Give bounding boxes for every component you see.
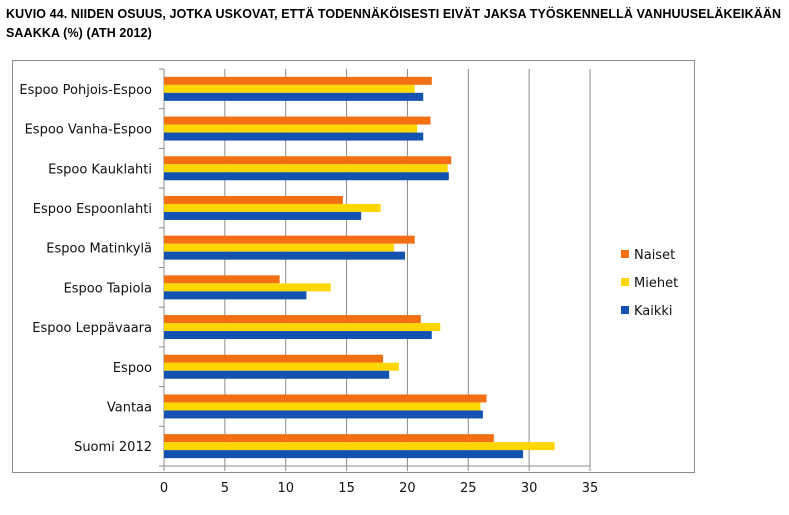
bar-naiset-5 (164, 235, 415, 244)
bar-miehet-2 (164, 124, 418, 133)
category-label: Espoo Matinkylä (46, 242, 152, 257)
legend-swatch-kaikki (621, 306, 629, 314)
bar-naiset-6 (164, 275, 280, 284)
category-label: Espoo Vanha-Espoo (25, 123, 152, 138)
category-label: Espoo Kauklahti (48, 162, 152, 177)
bar-kaikki-5 (164, 251, 405, 260)
bar-kaikki-3 (164, 172, 449, 181)
bar-naiset-7 (164, 315, 421, 324)
legend-label-kaikki: Kaikki (634, 304, 673, 319)
bar-naiset-10 (164, 434, 494, 443)
bar-kaikki-1 (164, 92, 424, 101)
bar-miehet-5 (164, 243, 395, 252)
category-label: Espoo Leppävaara (32, 321, 152, 336)
bar-miehet-9 (164, 402, 481, 411)
x-tick-label: 25 (460, 481, 477, 496)
legend-swatch-naiset (621, 250, 629, 258)
bar-naiset-1 (164, 76, 432, 85)
bar-miehet-7 (164, 323, 441, 332)
chart-title: KUVIO 44. NIIDEN OSUUS, JOTKA USKOVAT, E… (6, 7, 782, 40)
bar-naiset-2 (164, 116, 431, 125)
x-tick-label: 10 (277, 481, 294, 496)
legend-label-naiset: Naiset (634, 248, 675, 263)
bar-miehet-10 (164, 442, 555, 451)
bar-miehet-3 (164, 164, 448, 173)
x-tick-label: 20 (399, 481, 416, 496)
category-label: Espoo Tapiola (64, 281, 152, 296)
bar-kaikki-4 (164, 211, 362, 220)
category-label: Vantaa (107, 400, 152, 415)
bar-kaikki-7 (164, 331, 432, 340)
category-label: Espoo (113, 361, 152, 376)
bar-miehet-1 (164, 84, 415, 93)
bar-naiset-9 (164, 394, 487, 403)
bar-naiset-8 (164, 354, 384, 363)
x-tick-label: 35 (582, 481, 599, 496)
bar-kaikki-8 (164, 370, 390, 379)
bar-kaikki-9 (164, 410, 483, 419)
x-tick-label: 0 (160, 481, 168, 496)
bar-kaikki-6 (164, 291, 307, 300)
bar-naiset-3 (164, 156, 452, 165)
category-label: Espoo Espoonlahti (33, 202, 152, 217)
bar-naiset-4 (164, 195, 343, 204)
bar-miehet-8 (164, 362, 399, 371)
category-label: Espoo Pohjois-Espoo (19, 83, 152, 98)
bar-kaikki-2 (164, 132, 424, 141)
legend-label-miehet: Miehet (634, 276, 678, 291)
category-label: Suomi 2012 (74, 440, 152, 455)
x-tick-label: 15 (338, 481, 355, 496)
x-tick-label: 5 (221, 481, 229, 496)
bar-kaikki-10 (164, 450, 524, 459)
legend-swatch-miehet (621, 278, 629, 286)
x-tick-label: 30 (521, 481, 538, 496)
bar-miehet-6 (164, 283, 331, 292)
bar-miehet-4 (164, 203, 381, 212)
